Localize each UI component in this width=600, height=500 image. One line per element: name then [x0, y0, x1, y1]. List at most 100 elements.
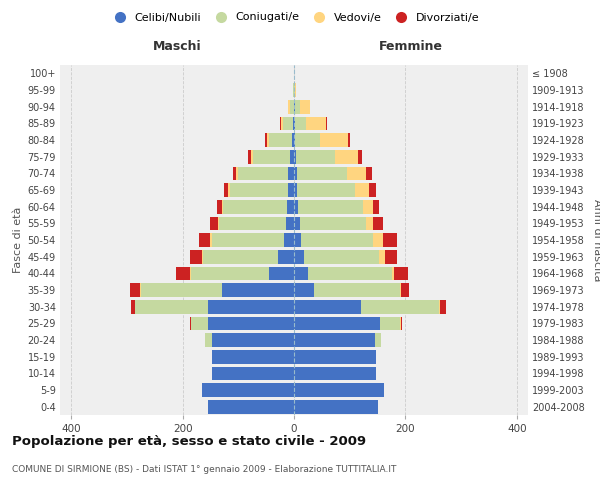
Bar [296, 150, 335, 164]
Bar [294, 116, 295, 130]
Bar [287, 200, 294, 213]
Bar [294, 400, 377, 413]
Bar [400, 283, 401, 297]
Bar [202, 250, 203, 264]
Bar [190, 266, 191, 280]
Bar [293, 83, 294, 97]
Bar [290, 100, 294, 114]
Bar [223, 200, 287, 213]
Bar [383, 233, 397, 247]
Y-axis label: Fasce di età: Fasce di età [13, 207, 23, 273]
Bar [385, 250, 397, 264]
Bar [294, 283, 314, 297]
Bar [355, 183, 369, 197]
Bar [367, 166, 372, 180]
Bar [373, 200, 379, 213]
Bar [401, 283, 409, 297]
Bar [294, 166, 297, 180]
Bar [191, 316, 208, 330]
Bar [191, 266, 269, 280]
Bar [400, 316, 401, 330]
Bar [294, 150, 296, 164]
Bar [294, 233, 301, 247]
Bar [301, 233, 373, 247]
Bar [212, 350, 294, 364]
Bar [294, 350, 376, 364]
Text: Maschi: Maschi [152, 40, 202, 54]
Bar [367, 216, 373, 230]
Bar [299, 100, 310, 114]
Bar [251, 150, 253, 164]
Bar [348, 133, 350, 147]
Bar [208, 400, 294, 413]
Bar [394, 266, 408, 280]
Bar [176, 266, 190, 280]
Bar [203, 250, 278, 264]
Bar [283, 116, 293, 130]
Bar [212, 366, 294, 380]
Bar [224, 183, 228, 197]
Bar [297, 166, 347, 180]
Bar [294, 383, 384, 397]
Bar [358, 150, 362, 164]
Bar [289, 100, 290, 114]
Bar [130, 283, 140, 297]
Bar [361, 300, 439, 314]
Bar [253, 150, 290, 164]
Bar [199, 233, 211, 247]
Bar [294, 366, 376, 380]
Bar [294, 316, 380, 330]
Bar [369, 183, 376, 197]
Bar [212, 333, 294, 347]
Bar [373, 216, 383, 230]
Bar [294, 250, 304, 264]
Bar [135, 300, 208, 314]
Bar [294, 300, 361, 314]
Bar [210, 216, 218, 230]
Bar [294, 216, 299, 230]
Text: COMUNE DI SIRMIONE (BS) - Dati ISTAT 1° gennaio 2009 - Elaborazione TUTTITALIA.I: COMUNE DI SIRMIONE (BS) - Dati ISTAT 1° … [12, 465, 397, 474]
Bar [326, 116, 327, 130]
Bar [218, 216, 220, 230]
Bar [306, 116, 326, 130]
Bar [298, 200, 362, 213]
Bar [295, 133, 320, 147]
Bar [286, 216, 294, 230]
Bar [373, 233, 383, 247]
Bar [131, 300, 135, 314]
Bar [295, 83, 296, 97]
Bar [141, 283, 221, 297]
Bar [284, 233, 294, 247]
Bar [269, 133, 292, 147]
Bar [362, 200, 373, 213]
Bar [294, 100, 295, 114]
Text: Femmine: Femmine [379, 40, 443, 54]
Bar [294, 83, 295, 97]
Bar [294, 183, 297, 197]
Bar [208, 300, 294, 314]
Bar [290, 150, 294, 164]
Bar [379, 250, 385, 264]
Y-axis label: Anni di nascita: Anni di nascita [592, 198, 600, 281]
Bar [289, 183, 294, 197]
Bar [347, 166, 367, 180]
Bar [320, 133, 348, 147]
Bar [222, 200, 223, 213]
Bar [278, 250, 294, 264]
Bar [280, 116, 281, 130]
Bar [265, 133, 266, 147]
Bar [190, 316, 191, 330]
Bar [202, 383, 294, 397]
Bar [228, 183, 230, 197]
Bar [440, 300, 446, 314]
Text: Popolazione per età, sesso e stato civile - 2009: Popolazione per età, sesso e stato civil… [12, 435, 366, 448]
Bar [289, 166, 294, 180]
Bar [314, 283, 400, 297]
Bar [220, 216, 286, 230]
Bar [335, 150, 358, 164]
Bar [208, 316, 294, 330]
Bar [294, 333, 375, 347]
Bar [266, 133, 269, 147]
Bar [238, 166, 289, 180]
Bar [269, 266, 294, 280]
